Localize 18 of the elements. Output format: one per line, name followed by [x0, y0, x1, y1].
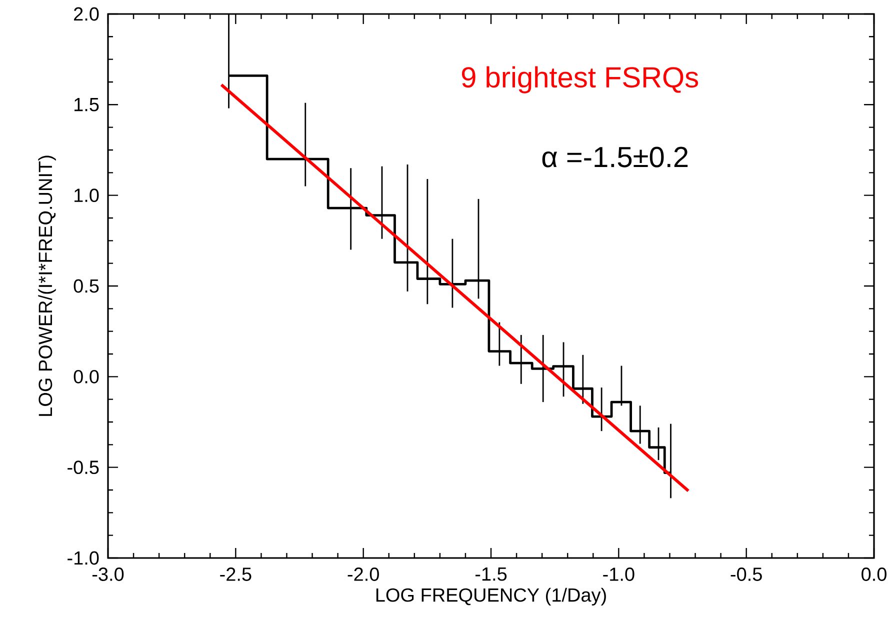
y-tick-label: 0.0	[74, 370, 99, 384]
y-tick-label: 1.5	[74, 98, 99, 112]
annotation: α =-1.5±0.2	[542, 146, 688, 168]
x-tick-label: -3.0	[92, 568, 124, 581]
y-tick-label: 1.0	[74, 188, 99, 202]
y-axis-title: LOG POWER/(I*I*FREQ.UNIT)	[38, 156, 56, 416]
x-axis-title: LOG FREQUENCY (1/Day)	[376, 588, 606, 606]
x-tick-label: -1.5	[475, 568, 507, 581]
x-tick-label: -0.5	[730, 568, 762, 581]
x-tick-label: 0.0	[862, 568, 886, 581]
annotation: 9 brightest FSRQs	[462, 66, 698, 94]
x-tick-label: -2.5	[220, 568, 252, 581]
x-tick-label: -2.0	[348, 568, 379, 581]
y-tick-label: 0.5	[74, 279, 99, 293]
x-tick-label: -1.0	[603, 568, 634, 581]
y-tick-label: 2.0	[74, 7, 99, 21]
y-tick-label: -0.5	[68, 460, 99, 474]
y-tick-label: -1.0	[68, 551, 99, 565]
